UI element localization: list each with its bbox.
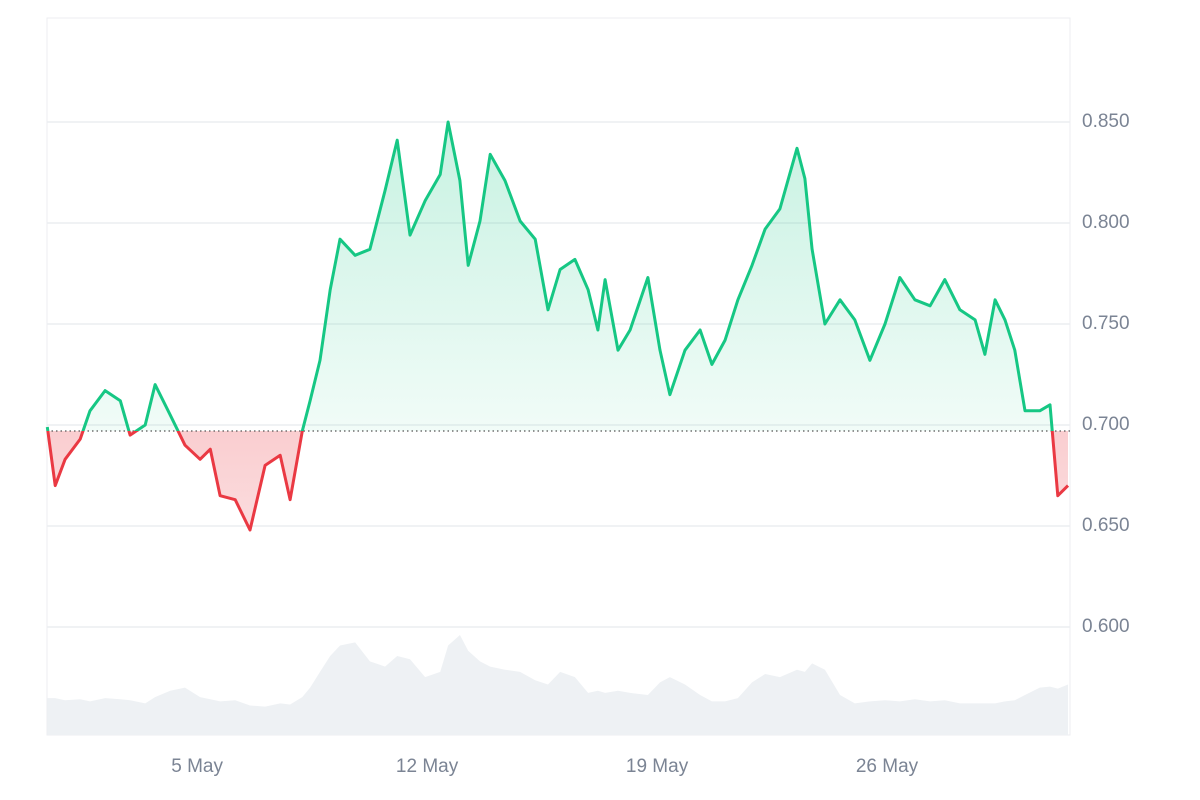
x-tick-label: 12 May — [396, 756, 459, 777]
y-tick-label: 0.750 — [1082, 313, 1130, 334]
y-tick-label: 0.800 — [1082, 212, 1130, 233]
y-tick-label: 0.650 — [1082, 515, 1130, 536]
x-tick-label: 26 May — [856, 756, 919, 777]
volume-area — [47, 635, 1069, 735]
y-tick-label: 0.600 — [1082, 616, 1130, 637]
price-area — [47, 122, 1069, 530]
x-tick-label: 5 May — [171, 756, 223, 777]
y-tick-label: 0.700 — [1082, 414, 1130, 435]
y-tick-label: 0.850 — [1082, 111, 1130, 132]
x-tick-label: 19 May — [626, 756, 689, 777]
price-line — [45, 120, 1070, 532]
